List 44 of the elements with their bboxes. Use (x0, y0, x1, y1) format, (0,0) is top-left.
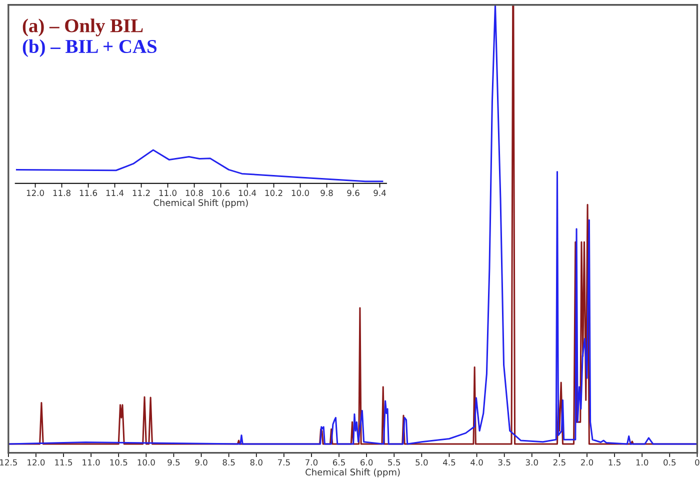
x-tick-label: 8.5 (222, 459, 235, 466)
x-tick-label: 11.8 (53, 190, 70, 196)
x-tick-label: 9.8 (320, 190, 333, 196)
x-tick-label: 5.0 (416, 459, 428, 466)
x-tick-label: 10.0 (138, 459, 155, 466)
x-tick-label: 4.0 (470, 459, 483, 466)
x-tick-label: 9.4 (374, 190, 386, 196)
x-tick-label: 5.5 (388, 459, 400, 466)
x-tick-label: 8.0 (250, 459, 262, 466)
x-tick-label: 10.4 (238, 190, 256, 196)
x-tick-label: 10.8 (186, 190, 203, 196)
x-tick-label: 1.5 (608, 459, 620, 466)
x-tick-label: 12.0 (28, 459, 45, 466)
x-tick-label: 11.2 (132, 190, 150, 196)
x-tick-label: 11.4 (106, 190, 124, 196)
x-tick-label: 9.6 (347, 190, 360, 196)
x-tick-label: 7.0 (306, 459, 318, 466)
x-tick-label: 0.5 (664, 459, 676, 466)
x-tick-label: 3.0 (526, 459, 538, 466)
x-tick-label: 10.2 (265, 190, 282, 196)
x-tick-label: 2.0 (580, 459, 594, 466)
x-tick-label: 4.5 (443, 459, 456, 466)
x-tick-label: 3.5 (498, 459, 510, 466)
x-tick-label: 9.0 (195, 459, 208, 466)
x-tick-label: 12.5 (0, 459, 17, 466)
x-tick-label: 2.5 (553, 459, 566, 466)
x-tick-label: 12.0 (26, 190, 44, 196)
x-tick-label: 10.0 (292, 190, 309, 196)
x-tick-label: 11.6 (80, 190, 98, 196)
x-tick-label: 6.0 (360, 459, 373, 466)
x-axis-title: Chemical Shift (ppm) (306, 468, 400, 478)
x-axis-title: Chemical Shift (ppm) (154, 199, 248, 208)
x-tick-label: 7.5 (278, 459, 290, 466)
x-tick-label: 0 (695, 459, 700, 466)
text: (a) – Only BIL (22, 18, 143, 36)
x-tick-label: 11.5 (55, 459, 72, 466)
x-tick-label: 11.0 (82, 459, 100, 466)
x-tick-label: 10.6 (212, 190, 230, 196)
x-tick-label: 11.0 (159, 190, 176, 196)
x-tick-label: 1.0 (636, 459, 648, 466)
x-tick-label: 10.5 (110, 459, 128, 466)
x-tick-label: 6.5 (332, 459, 345, 466)
x-tick-label: 9.5 (168, 459, 180, 466)
text: (b) – BIL + CAS (22, 39, 157, 57)
